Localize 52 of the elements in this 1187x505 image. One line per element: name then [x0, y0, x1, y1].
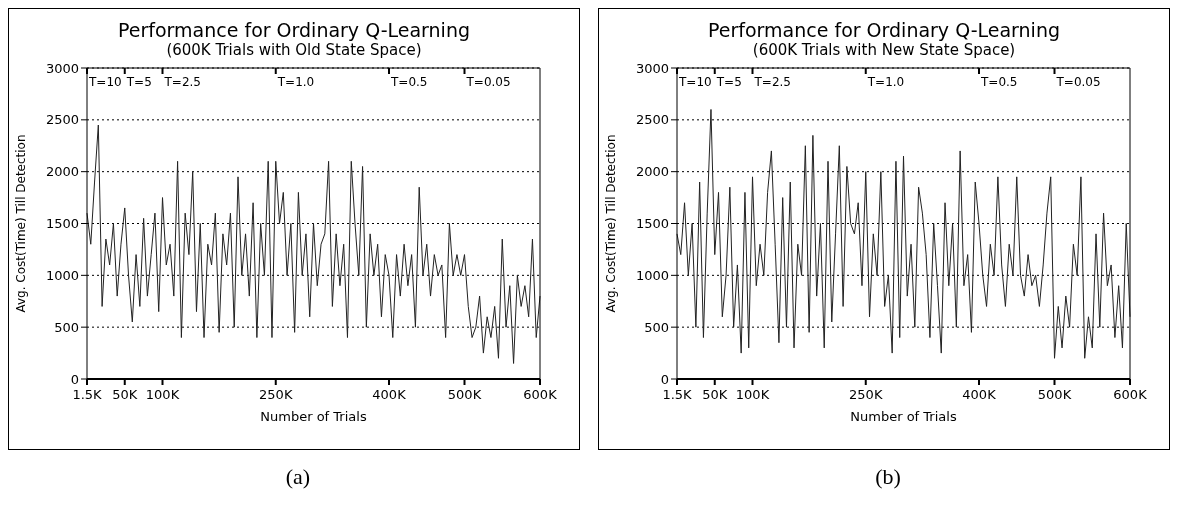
y-tick-label: 2500 [45, 112, 79, 128]
line-series [86, 124, 541, 364]
x-tick-label: 500K [447, 387, 482, 402]
y-tick-label: 1500 [635, 216, 669, 232]
x-axis-title: Number of Trials [850, 409, 957, 424]
y-tick-label: 2000 [635, 164, 669, 180]
chart-subtitle: (600K Trials with Old State Space) [165, 41, 423, 59]
x-tick-label: 1.5K [662, 387, 693, 402]
y-tick-label: 0 [70, 371, 79, 387]
y-tick-label: 500 [644, 319, 669, 335]
annotation: T=0.5 [980, 75, 1018, 89]
x-tick-label: 100K [735, 387, 770, 402]
annotation: T=2.5 [163, 75, 201, 89]
y-tick-label: 3000 [45, 60, 79, 76]
y-tick-label: 0 [660, 371, 669, 387]
annotation: T=0.05 [1055, 75, 1101, 89]
annotation: T=5 [715, 75, 742, 89]
y-tick-label: 2500 [635, 112, 669, 128]
y-tick-label: 500 [54, 319, 79, 335]
x-tick-label: 50K [112, 387, 138, 402]
x-tick-label: 1.5K [72, 387, 103, 402]
chart-title: Performance for Ordinary Q-Learning [117, 19, 471, 41]
chart-subtitle: (600K Trials with New State Space) [751, 41, 1017, 59]
line-series [676, 108, 1131, 359]
annotation: T=10 [678, 75, 712, 89]
x-tick-label: 400K [962, 387, 997, 402]
y-tick-label: 1500 [45, 216, 79, 232]
annotation: T=10 [88, 75, 122, 89]
x-tick-label: 600K [1113, 387, 1148, 402]
x-axis-title: Number of Trials [260, 409, 367, 424]
x-tick-label: 250K [259, 387, 293, 402]
x-tick-label: 250K [849, 387, 883, 402]
annotation: T=1.0 [866, 75, 905, 89]
y-tick-label: 3000 [635, 60, 669, 76]
annotation: T=0.5 [390, 75, 428, 89]
x-tick-label: 500K [1037, 387, 1072, 402]
x-tick-label: 100K [145, 387, 180, 402]
y-tick-label: 2000 [45, 164, 79, 180]
annotation: T=1.0 [276, 75, 315, 89]
annotation: T=2.5 [753, 75, 791, 89]
x-tick-label: 600K [523, 387, 558, 402]
annotation: T=0.05 [465, 75, 511, 89]
x-tick-label: 50K [702, 387, 728, 402]
y-tick-label: 1000 [635, 267, 669, 283]
x-tick-label: 400K [372, 387, 407, 402]
text: (b) [874, 464, 902, 490]
chart-title: Performance for Ordinary Q-Learning [707, 19, 1061, 41]
y-axis-title: Avg. Cost(Time) Till Detection [604, 134, 619, 313]
y-tick-label: 1000 [45, 267, 79, 283]
text: (a) [284, 464, 312, 490]
y-axis-title: Avg. Cost(Time) Till Detection [14, 134, 29, 313]
annotation: T=5 [125, 75, 152, 89]
